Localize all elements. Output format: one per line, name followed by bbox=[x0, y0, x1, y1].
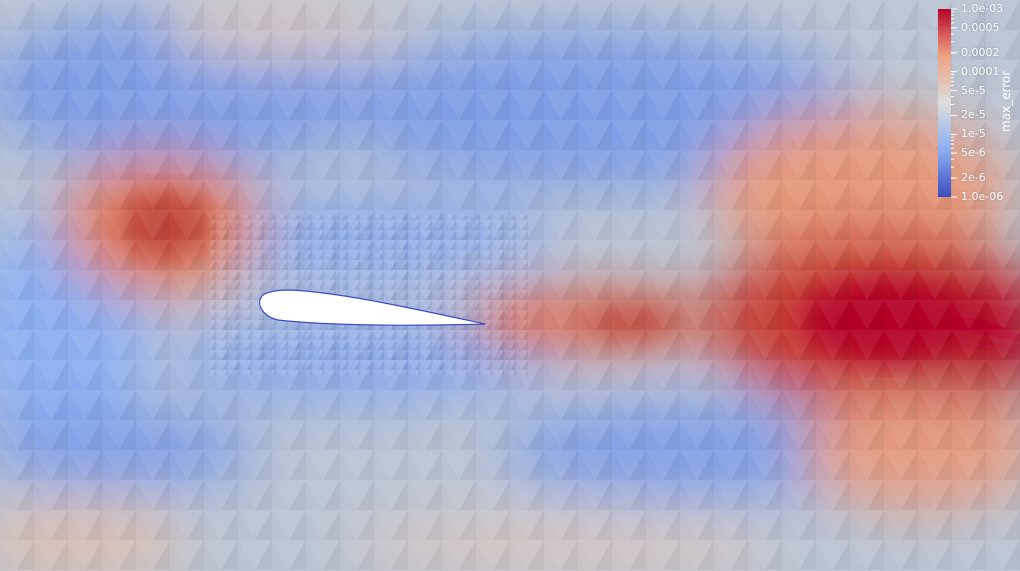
airfoil-shape bbox=[259, 289, 486, 326]
fine-mesh-texture bbox=[210, 215, 530, 375]
